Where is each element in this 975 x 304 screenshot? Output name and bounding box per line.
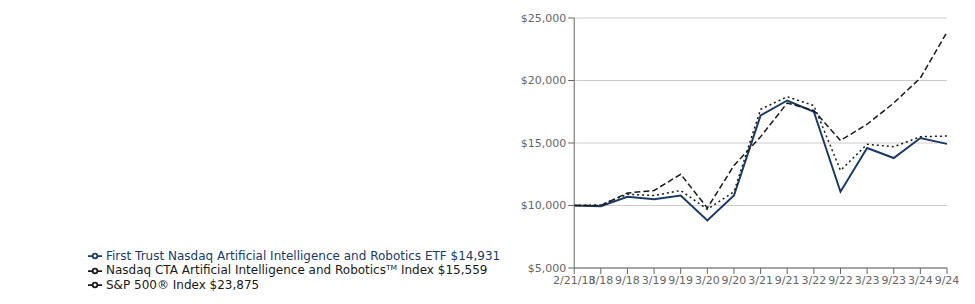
svg-text:3/22: 3/22 bbox=[802, 274, 827, 287]
svg-text:3/19: 3/19 bbox=[642, 274, 667, 287]
svg-text:9/21: 9/21 bbox=[775, 274, 800, 287]
html-text:Nasdaq CTA Artificial Intellig: Nasdaq CTA Artificial Intelligence and R… bbox=[106, 263, 488, 277]
svg-text:9/22: 9/22 bbox=[828, 274, 853, 287]
svg-text:2/21/18: 2/21/18 bbox=[553, 273, 596, 287]
svg-text:9/24: 9/24 bbox=[935, 274, 960, 287]
svg-text:9/18: 9/18 bbox=[615, 274, 640, 287]
svg-text:$5,000: $5,000 bbox=[528, 262, 567, 275]
svg-text:3/20: 3/20 bbox=[695, 274, 720, 287]
svg-text:9/20: 9/20 bbox=[722, 274, 747, 287]
svg-text:9/19: 9/19 bbox=[668, 274, 693, 287]
svg-text:9/23: 9/23 bbox=[881, 274, 906, 287]
svg-text:$10,000: $10,000 bbox=[521, 199, 567, 212]
svg-text:$25,000: $25,000 bbox=[521, 12, 567, 25]
svg-text:3/24: 3/24 bbox=[908, 274, 933, 287]
svg-text:$15,000: $15,000 bbox=[521, 137, 567, 150]
svg-text:3/21: 3/21 bbox=[748, 274, 773, 287]
svg-text:$20,000: $20,000 bbox=[521, 74, 567, 87]
html-text:S&P 500® Index $23,875: S&P 500® Index $23,875 bbox=[106, 277, 260, 292]
svg-text:3/23: 3/23 bbox=[855, 274, 880, 287]
svg-text:3/18: 3/18 bbox=[588, 274, 613, 287]
html-text:First Trust Nasdaq Artificial: First Trust Nasdaq Artificial Intelligen… bbox=[106, 248, 501, 263]
